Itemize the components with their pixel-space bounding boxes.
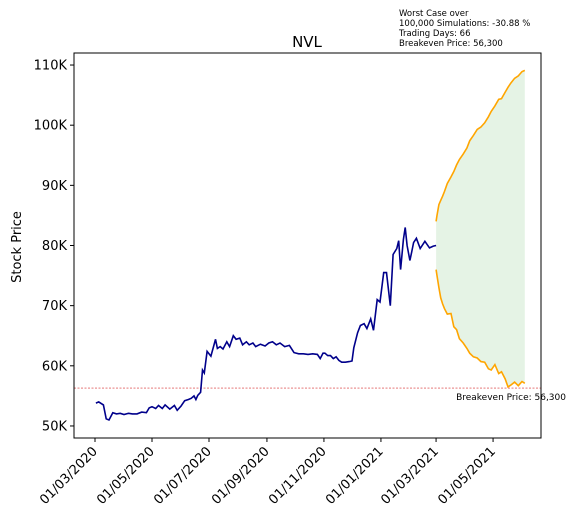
annotation-line-4: Breakeven Price: 56,300	[399, 39, 503, 49]
annotation-line-1: Worst Case over	[399, 9, 469, 19]
x-axis: 01/03/202001/05/202001/07/202001/09/2020…	[37, 438, 499, 508]
forecast-lower-line	[435, 269, 526, 389]
x-tick-label: 01/05/2021	[435, 444, 499, 508]
history-line	[95, 227, 437, 422]
y-tick-label: 60K	[42, 359, 68, 374]
x-tick-label: 01/01/2021	[323, 444, 387, 508]
x-tick-label: 01/05/2020	[94, 444, 158, 508]
x-tick-label: 01/03/2020	[37, 444, 101, 508]
annotation-line-2: 100,000 Simulations: -30.88 %	[399, 19, 530, 29]
y-axis-label: Stock Price	[10, 211, 25, 283]
x-tick-label: 01/03/2021	[378, 444, 442, 508]
y-tick-label: 80K	[42, 239, 68, 254]
y-tick-label: 110K	[34, 59, 68, 74]
annotation-line-3: Trading Days: 66	[398, 29, 470, 39]
x-tick-label: 01/11/2020	[266, 444, 330, 508]
y-tick-label: 90K	[42, 179, 68, 194]
forecast-range-fill	[436, 70, 525, 387]
forecast-upper-line	[435, 69, 526, 222]
worst-case-annotation: Worst Case over 100,000 Simulations: -30…	[398, 9, 530, 49]
y-tick-label: 100K	[34, 119, 68, 134]
y-axis: 50K 60K 70K 80K 90K 100K 110K	[34, 59, 74, 434]
chart-title: NVL	[292, 33, 322, 51]
breakeven-label: Breakeven Price: 56,300	[456, 393, 566, 403]
x-tick-label: 01/07/2020	[151, 444, 215, 508]
y-tick-label: 50K	[42, 419, 68, 434]
y-tick-label: 70K	[42, 299, 68, 314]
x-tick-label: 01/09/2020	[209, 444, 273, 508]
